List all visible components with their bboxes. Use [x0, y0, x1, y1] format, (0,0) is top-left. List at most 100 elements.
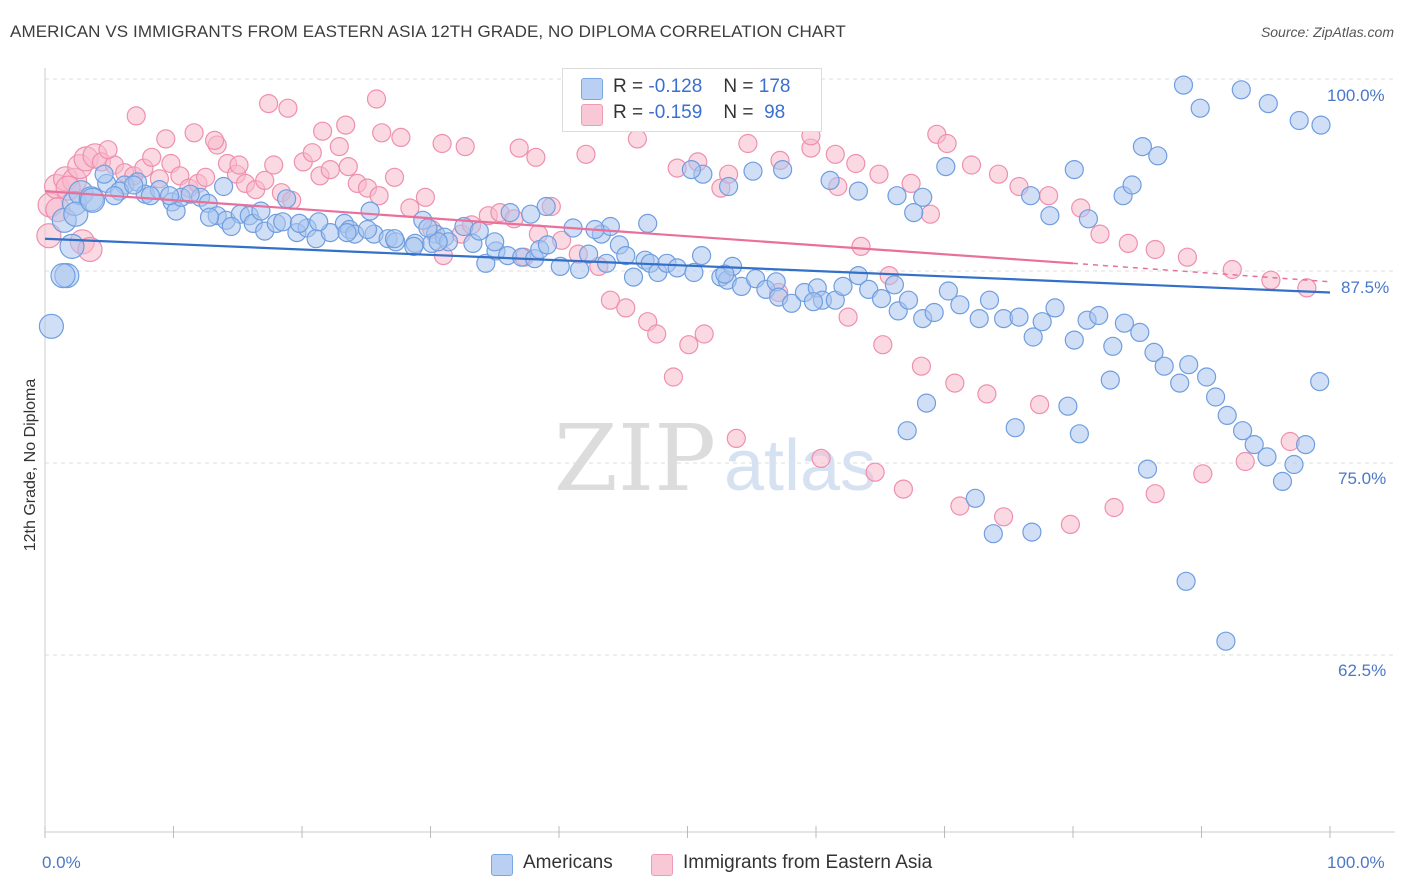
point-americans-130	[1132, 137, 1153, 157]
point-americans-175	[140, 186, 160, 206]
point-immigrants-103	[869, 164, 889, 184]
point-americans-0	[38, 313, 65, 339]
point-americans-176	[124, 175, 144, 195]
point-americans-162	[469, 221, 489, 241]
point-immigrants-113	[1145, 239, 1165, 260]
point-americans-150	[743, 161, 763, 181]
point-immigrants-83	[313, 121, 333, 141]
point-americans-105	[1170, 373, 1190, 393]
point-americans-165	[384, 229, 405, 249]
legend-r-label: R =	[613, 76, 644, 97]
point-americans-88	[938, 281, 959, 301]
point-immigrants-81	[259, 93, 279, 114]
point-americans-167	[337, 223, 357, 243]
legend-r-immigrants: -0.159	[648, 102, 703, 123]
point-americans-140	[1078, 209, 1099, 229]
correlation-legend: R = -0.128 N = 178 R = -0.159 N = 98	[562, 68, 822, 132]
point-americans-115	[1295, 435, 1316, 455]
point-americans-64	[684, 262, 704, 283]
point-americans-137	[1148, 146, 1168, 166]
point-immigrants-58	[679, 335, 699, 355]
point-americans-117	[897, 421, 917, 441]
point-americans-133	[1231, 80, 1251, 100]
point-americans-173	[180, 184, 200, 204]
point-americans-91	[979, 290, 1000, 310]
point-americans-146	[887, 186, 907, 206]
point-americans-178	[79, 187, 106, 213]
point-americans-159	[521, 204, 541, 224]
point-immigrants-107	[988, 164, 1009, 184]
point-immigrants-79	[205, 130, 225, 150]
point-americans-151	[718, 176, 739, 197]
point-americans-127	[1176, 571, 1196, 591]
point-americans-46	[476, 253, 496, 273]
point-americans-52	[537, 235, 558, 255]
point-americans-131	[1173, 75, 1194, 95]
point-americans-136	[1311, 115, 1331, 135]
point-americans-158	[536, 196, 556, 217]
bottom-legend-swatch-americans	[491, 854, 513, 876]
point-americans-8	[63, 201, 89, 227]
point-immigrants-117	[1297, 278, 1317, 298]
point-americans-106	[1179, 355, 1199, 375]
point-americans-97	[1064, 330, 1084, 350]
point-immigrants-70	[36, 223, 62, 249]
point-immigrants-24	[255, 170, 275, 190]
point-americans-126	[1137, 459, 1158, 479]
point-immigrants-102	[846, 153, 866, 174]
point-immigrants-36	[369, 186, 389, 206]
point-americans-169	[289, 213, 309, 233]
point-americans-148	[820, 170, 840, 190]
point-americans-112	[1257, 447, 1277, 467]
point-immigrants-31	[320, 160, 340, 180]
point-americans-79	[833, 276, 853, 296]
point-americans-85	[898, 290, 919, 310]
legend-swatch-americans	[581, 78, 603, 100]
point-americans-113	[1272, 471, 1293, 491]
point-immigrants-87	[391, 127, 411, 147]
point-americans-95	[1032, 312, 1052, 332]
point-immigrants-68	[920, 204, 941, 224]
point-americans-119	[1005, 418, 1025, 438]
point-americans-101	[1114, 313, 1135, 333]
bottom-legend-label-immigrants: Immigrants from Eastern Asia	[683, 852, 933, 873]
point-immigrants-115	[1222, 259, 1242, 280]
point-americans-107	[1196, 367, 1217, 387]
point-immigrants-85	[366, 89, 387, 109]
point-immigrants-124	[1029, 395, 1050, 415]
point-americans-89	[950, 295, 970, 315]
point-immigrants-84	[336, 115, 356, 135]
point-immigrants-53	[600, 290, 621, 310]
trendline-americans	[44, 237, 1331, 294]
point-americans-102	[1130, 322, 1150, 342]
point-americans-128	[1216, 631, 1236, 651]
point-americans-184	[550, 256, 570, 276]
point-americans-120	[916, 393, 937, 413]
point-immigrants-120	[873, 335, 893, 355]
point-americans-93	[1009, 307, 1029, 327]
point-americans-83	[884, 275, 905, 295]
y-tick-100: 100.0%	[1327, 86, 1385, 105]
point-americans-103	[1144, 342, 1164, 362]
point-immigrants-12	[142, 147, 162, 167]
point-americans-87	[924, 302, 944, 323]
point-immigrants-129	[950, 496, 970, 516]
point-americans-174	[160, 186, 180, 206]
legend-n-americans: 178	[758, 76, 791, 97]
point-immigrants-101	[825, 144, 845, 164]
point-americans-80	[848, 266, 869, 286]
point-americans-65	[691, 246, 712, 266]
point-americans-182	[360, 201, 380, 221]
point-americans-6	[94, 164, 114, 184]
point-immigrants-80	[229, 155, 249, 175]
point-immigrants-135	[1235, 451, 1255, 472]
legend-r-label: R =	[613, 102, 644, 123]
point-immigrants-111	[1090, 224, 1110, 244]
point-americans-145	[904, 203, 924, 223]
point-immigrants-66	[851, 236, 871, 256]
point-americans-90	[969, 309, 989, 329]
point-immigrants-54	[616, 298, 636, 318]
point-immigrants-77	[156, 129, 176, 149]
point-immigrants-86	[372, 123, 392, 143]
point-americans-125	[1100, 370, 1120, 390]
